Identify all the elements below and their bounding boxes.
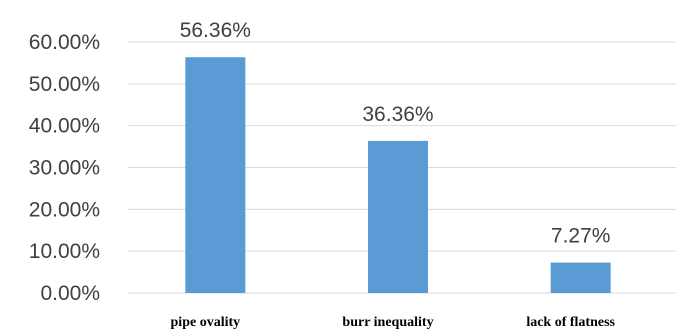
category-label: pipe ovality <box>171 315 241 330</box>
bars <box>185 57 611 294</box>
y-tick-label: 20.00% <box>29 198 100 221</box>
category-label: lack of flatness <box>526 315 615 330</box>
y-tick-label: 30.00% <box>29 157 100 180</box>
data-labels: 56.36% 36.36% 7.27% <box>180 19 611 247</box>
y-tick-label: 60.00% <box>29 31 100 54</box>
bar <box>185 57 246 294</box>
y-tick-label: 50.00% <box>29 73 100 96</box>
x-axis-category-labels: pipe ovality burr inequality lack of flatn… <box>171 315 616 330</box>
category-label: burr inequality <box>342 315 433 330</box>
data-label: 56.36% <box>180 19 251 42</box>
y-tick-label: 10.00% <box>29 240 100 263</box>
bar <box>368 140 428 293</box>
y-tick-label: 0.00% <box>40 282 100 305</box>
bar <box>550 262 611 293</box>
y-axis-tick-labels: 0.00% 10.00% 20.00% 30.00% 40.00% 50.00% 60.00… <box>29 31 100 305</box>
data-label: 36.36% <box>362 103 433 126</box>
y-tick-label: 40.00% <box>29 115 100 138</box>
data-label: 7.27% <box>551 225 611 248</box>
